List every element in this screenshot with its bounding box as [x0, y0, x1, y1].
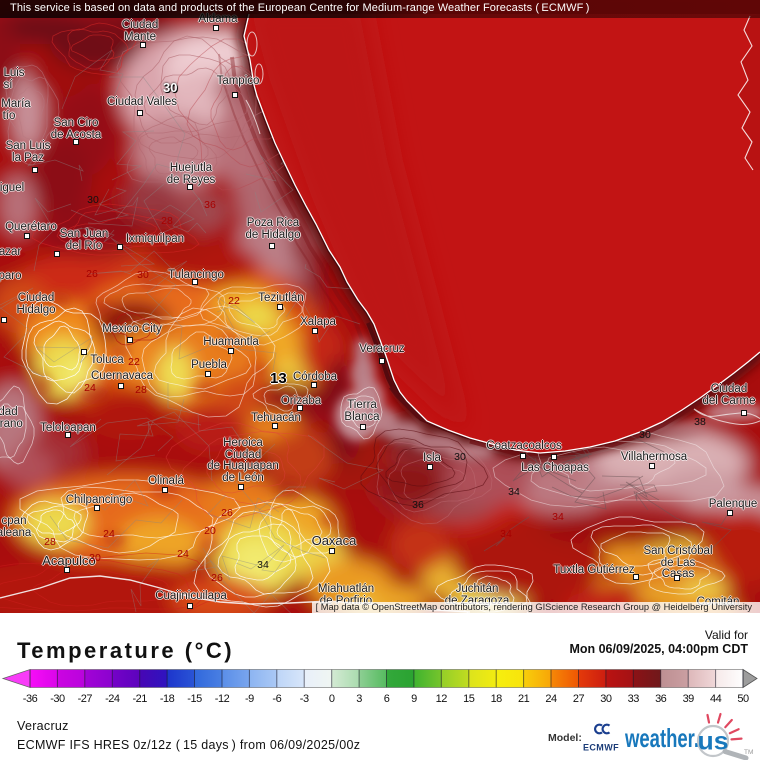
svg-text:ECMWF: ECMWF — [583, 743, 619, 753]
svg-text:TM: TM — [744, 749, 753, 756]
svg-text:weather.: weather. — [624, 723, 699, 753]
